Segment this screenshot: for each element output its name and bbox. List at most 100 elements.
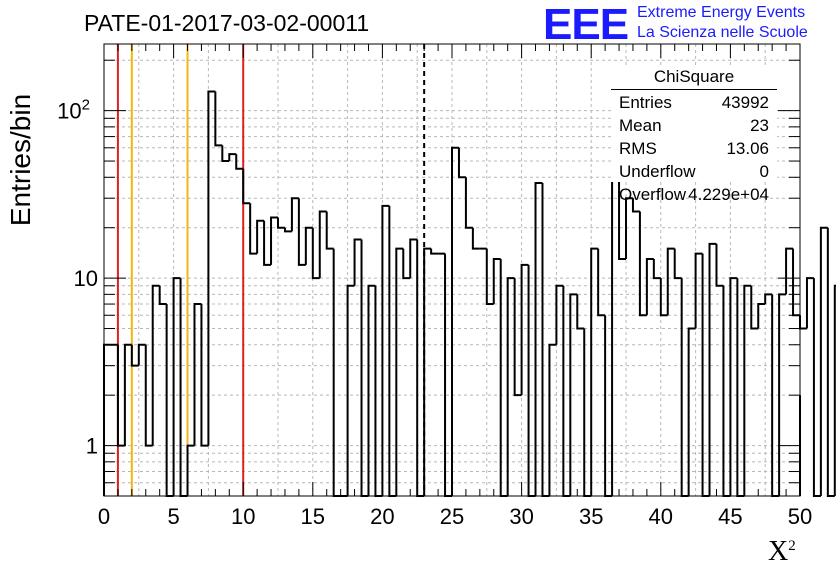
histogram-bin bbox=[513, 278, 522, 397]
histogram-bin bbox=[388, 205, 397, 497]
histogram-bin bbox=[625, 197, 633, 260]
histogram-bin bbox=[576, 294, 585, 330]
histogram-bin bbox=[200, 304, 209, 447]
histogram-bin bbox=[583, 328, 592, 497]
stats-value: 0 bbox=[759, 162, 769, 181]
histogram-bin bbox=[812, 278, 821, 497]
x-axis-label-text: X bbox=[768, 536, 789, 567]
histogram-bin bbox=[325, 211, 334, 250]
histogram-bin bbox=[471, 227, 480, 250]
histogram-bin bbox=[277, 217, 285, 229]
histogram-bin bbox=[833, 284, 836, 496]
histogram-bin bbox=[235, 154, 244, 170]
histogram-bin bbox=[520, 263, 529, 396]
histogram-bin bbox=[778, 293, 787, 496]
histogram-bin bbox=[374, 285, 383, 497]
stats-key: Entries bbox=[619, 93, 672, 112]
y-tick-label: 102 bbox=[57, 97, 90, 124]
histogram-bin bbox=[708, 242, 717, 496]
histogram-bin bbox=[534, 181, 543, 496]
histogram-bin bbox=[611, 176, 620, 496]
histogram-bin bbox=[263, 220, 272, 266]
histogram-bin bbox=[757, 303, 766, 329]
histogram-bin bbox=[569, 293, 578, 496]
histogram-bin bbox=[172, 277, 181, 496]
histogram-bin bbox=[423, 247, 432, 496]
marker-lines bbox=[116, 44, 426, 496]
x-tick-label: 10 bbox=[231, 504, 255, 529]
histogram-bin bbox=[270, 216, 278, 265]
histogram-bin bbox=[645, 258, 654, 316]
histogram-bin bbox=[485, 248, 494, 306]
histogram-bin bbox=[659, 278, 668, 317]
x-tick-label: 30 bbox=[509, 504, 533, 529]
histogram-bin bbox=[652, 259, 661, 280]
stats-value: 13.06 bbox=[726, 139, 769, 158]
histogram-bin bbox=[304, 226, 313, 265]
histogram-bin bbox=[541, 182, 550, 497]
histogram-bin bbox=[597, 248, 606, 317]
x-axis-label: X2 bbox=[768, 536, 796, 568]
y-axis-label-text: Entries/bin bbox=[5, 93, 36, 227]
histogram-bin bbox=[722, 285, 731, 497]
y-tick-label: 10 bbox=[74, 266, 98, 291]
stats-key: Overflow bbox=[619, 185, 687, 204]
histogram-bin bbox=[430, 248, 439, 255]
chart-title: PATE-01-2017-03-02-00011 bbox=[84, 10, 370, 36]
histogram-bin bbox=[409, 238, 418, 279]
histogram-bin bbox=[618, 177, 626, 261]
histogram-bin bbox=[680, 278, 689, 497]
histogram-bin bbox=[729, 277, 738, 496]
x-tick-label: 0 bbox=[98, 504, 110, 529]
y-axis-label: Entries/bin bbox=[3, 94, 39, 226]
stats-key: Underflow bbox=[619, 162, 696, 181]
logo-line-2: La Scienza nelle Scuole bbox=[637, 24, 808, 41]
histogram-bin bbox=[799, 315, 807, 330]
histogram-bin bbox=[179, 278, 188, 497]
x-tick-label: 50 bbox=[788, 504, 812, 529]
histogram-bin bbox=[130, 344, 139, 367]
histogram-bin bbox=[221, 145, 230, 163]
histogram-bin bbox=[214, 91, 223, 147]
histogram-bin bbox=[186, 444, 195, 496]
y-tick-label: 1 bbox=[86, 434, 98, 459]
x-tick-label: 5 bbox=[167, 504, 179, 529]
histogram-bin bbox=[764, 293, 773, 305]
histogram-bin bbox=[590, 247, 599, 496]
histogram-bin bbox=[805, 277, 814, 329]
histogram-bin bbox=[402, 248, 411, 280]
histogram-bin bbox=[207, 90, 216, 446]
histogram-bin bbox=[819, 226, 828, 496]
histogram-bin bbox=[750, 285, 759, 330]
histogram-bin bbox=[311, 227, 320, 280]
histogram-bin bbox=[242, 168, 251, 205]
eee-logo: EEE bbox=[543, 0, 629, 49]
histogram-bin bbox=[346, 284, 355, 496]
histogram-bin bbox=[103, 343, 111, 496]
x-tick-label: 20 bbox=[370, 504, 394, 529]
histogram-bin bbox=[151, 284, 160, 446]
histogram-bin bbox=[228, 153, 237, 162]
histogram-bin bbox=[666, 247, 675, 316]
histogram-bin bbox=[395, 247, 404, 496]
stats-value: 4.229e+04 bbox=[688, 185, 769, 204]
histogram-bin bbox=[123, 343, 132, 446]
logo-line-1: Extreme Energy Events bbox=[637, 4, 806, 21]
stats-key: Mean bbox=[619, 116, 662, 135]
histogram-bin bbox=[137, 343, 146, 366]
stats-divider bbox=[611, 89, 777, 90]
histogram-bin bbox=[694, 252, 703, 329]
histogram-bin bbox=[792, 248, 800, 317]
x-tick-label: 40 bbox=[649, 504, 673, 529]
x-tick-label: 45 bbox=[718, 504, 742, 529]
histogram-bin bbox=[256, 219, 265, 254]
histogram-bin bbox=[144, 344, 153, 447]
histogram-bin bbox=[451, 146, 459, 496]
histogram-bin bbox=[444, 253, 452, 497]
stats-key: RMS bbox=[619, 139, 657, 158]
histogram-bin bbox=[604, 315, 613, 497]
histogram-bin bbox=[457, 147, 466, 179]
histogram-bin bbox=[381, 204, 390, 496]
histogram-bin bbox=[638, 211, 647, 317]
